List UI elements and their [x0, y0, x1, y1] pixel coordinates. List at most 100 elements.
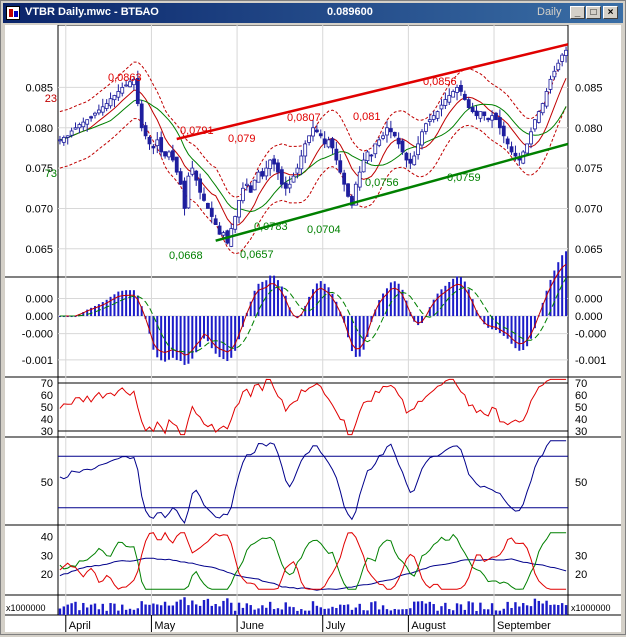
candle-body — [252, 179, 257, 191]
candle-body — [459, 84, 463, 92]
candle-body — [505, 138, 510, 145]
volume-bar — [393, 608, 396, 615]
volume-bar — [311, 601, 315, 615]
candles — [58, 46, 568, 248]
volume-bar — [362, 610, 365, 615]
macd-bar — [241, 316, 244, 327]
volume-bar — [66, 604, 69, 615]
volume-bar — [564, 605, 568, 615]
rsi-tick-right: 30 — [575, 426, 587, 438]
price-tick-right: 0.075 — [575, 163, 603, 175]
macd-bar — [319, 281, 322, 317]
macd-bar — [308, 296, 311, 317]
price-tick-left: 0.065 — [25, 244, 53, 256]
candle-body — [279, 169, 284, 185]
candle-body — [248, 185, 253, 193]
candle-body — [73, 127, 78, 130]
macd-signal-line — [59, 277, 567, 353]
period-label: Daily — [537, 6, 562, 18]
macd-bar — [164, 316, 167, 362]
macd-bar — [234, 316, 237, 351]
volume-bar — [440, 606, 443, 615]
volume-bar — [339, 604, 342, 615]
macd-bar — [214, 316, 217, 354]
minimize-button[interactable]: _ — [570, 6, 585, 19]
candle-body — [143, 125, 148, 137]
macd-bar — [288, 307, 291, 317]
candle-body — [346, 183, 350, 197]
volume-bar — [296, 610, 299, 615]
volume-bar — [428, 601, 431, 615]
title-bar[interactable]: VTBR Daily.mwc - ВТБАО 0.089600 Daily _ … — [3, 3, 623, 23]
volume-bar — [459, 604, 463, 615]
macd-bar — [459, 277, 462, 317]
candle-body — [334, 148, 339, 161]
macd-bar — [129, 290, 132, 317]
volume-bar — [490, 603, 494, 615]
macd-bar — [238, 316, 241, 340]
price-annotation: 0,079 — [228, 133, 256, 145]
macd-bar — [530, 316, 533, 339]
price-annotation: 0,0863 — [108, 72, 142, 84]
candle-body — [190, 167, 195, 175]
volume-bar — [377, 609, 381, 615]
macd-bar — [280, 286, 283, 317]
close-button[interactable]: × — [603, 6, 618, 19]
dmi-tick-right: 20 — [575, 569, 587, 581]
candle-body — [326, 139, 331, 148]
candle-body — [96, 109, 101, 114]
macd-bar — [148, 316, 151, 334]
volume-bar — [471, 602, 474, 615]
moving-average-slow — [59, 99, 567, 213]
maximize-button[interactable]: □ — [586, 6, 601, 19]
chart-area[interactable]: April May June July August September 0.085 0.08… — [5, 24, 621, 632]
candle-body — [435, 111, 440, 119]
macd-bar — [389, 282, 392, 317]
candle-body — [533, 119, 537, 130]
volume-bar — [144, 604, 147, 615]
month-label-april: April — [69, 620, 91, 632]
macd-bar — [421, 316, 424, 324]
volume-bar — [191, 600, 194, 615]
volume-bar — [300, 609, 303, 615]
macd-bar — [409, 311, 412, 317]
candle-body — [311, 127, 315, 137]
candle-body — [420, 131, 424, 146]
macd-bar — [475, 310, 478, 317]
volume-bar — [424, 603, 428, 615]
candle-body — [427, 119, 432, 123]
price-tick-right: 0.085 — [575, 82, 603, 94]
macd-bar — [510, 316, 513, 344]
candle-body — [151, 145, 156, 149]
macd-bar — [226, 316, 229, 362]
volume-bar — [413, 601, 416, 615]
volume-bar — [237, 602, 241, 615]
macd-bar — [117, 291, 120, 317]
macd-bar — [222, 316, 225, 359]
macd-bar — [269, 275, 272, 317]
app-icon[interactable] — [6, 6, 20, 20]
volume-bar — [409, 608, 412, 615]
macd-bar — [257, 283, 260, 317]
volume-bar — [537, 600, 541, 615]
stoch-tick-left: 50 — [41, 477, 53, 489]
volume-bar — [128, 608, 132, 615]
candle-body — [536, 111, 541, 123]
macd-bar — [514, 316, 517, 349]
candle-body — [353, 183, 358, 206]
volume-bar — [514, 602, 517, 615]
candle-body — [369, 154, 374, 157]
volume-bar — [233, 610, 237, 615]
candle-body — [89, 116, 93, 119]
volume-bar — [230, 602, 233, 615]
macd-bar — [199, 316, 202, 347]
chart-canvas[interactable]: April May June July August September 0.085 0.08… — [5, 24, 621, 632]
macd-bar — [436, 293, 439, 317]
macd-bar — [385, 288, 388, 317]
volume-bar — [307, 610, 311, 615]
candle-body — [77, 124, 82, 129]
volume-bar — [432, 604, 435, 615]
price-annotation: 0,0657 — [240, 249, 274, 261]
candle-body — [314, 129, 319, 133]
macd-tick-right: 0.000 — [575, 294, 603, 306]
